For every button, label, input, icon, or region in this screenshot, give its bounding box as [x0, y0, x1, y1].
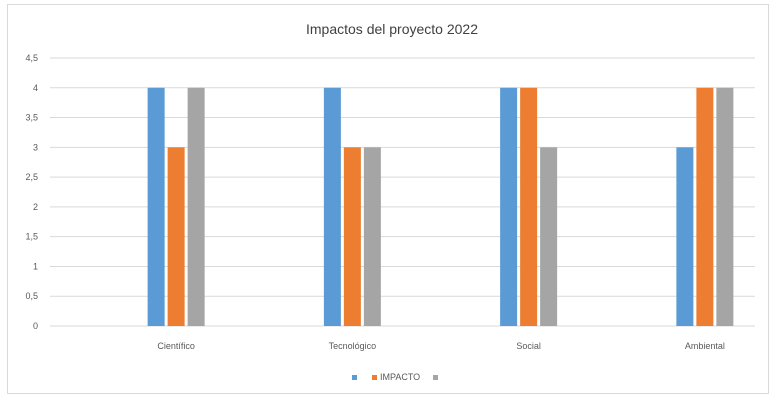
- bar-series-3: [363, 147, 381, 326]
- bar-series-1: [323, 87, 341, 327]
- y-tick-label: 4: [33, 83, 38, 93]
- x-tick-label: Ambiental: [685, 341, 725, 351]
- x-tick-label: Científico: [157, 341, 195, 351]
- chart-frame: [7, 4, 769, 394]
- bar-impacto: [343, 147, 361, 326]
- x-tick-label: Social: [516, 341, 541, 351]
- legend-swatch: [352, 375, 357, 380]
- y-tick-label: 3,5: [25, 113, 38, 123]
- y-tick-label: 1: [33, 261, 38, 271]
- bar-series-3: [716, 87, 734, 327]
- y-tick-label: 4,5: [25, 53, 38, 63]
- y-tick-label: 2: [33, 202, 38, 212]
- bar-series-3: [187, 87, 205, 327]
- bar-series-1: [500, 87, 518, 327]
- y-tick-label: 1,5: [25, 232, 38, 242]
- legend-label: IMPACTO: [380, 372, 420, 382]
- y-tick-label: 0: [33, 321, 38, 331]
- x-tick-label: Tecnológico: [329, 341, 377, 351]
- chart-title: Impactos del proyecto 2022: [306, 21, 478, 37]
- legend-swatch: [433, 375, 438, 380]
- bar-series-3: [540, 147, 558, 326]
- y-tick-label: 0,5: [25, 291, 38, 301]
- y-axis-ticks: 0 0,5 1 1,5 2 2,5 3 3,5 4 4,5: [25, 53, 38, 331]
- legend: IMPACTO: [352, 372, 438, 382]
- bars: [147, 87, 734, 327]
- bar-series-1: [147, 87, 165, 327]
- y-tick-label: 3: [33, 142, 38, 152]
- gridlines: [50, 57, 755, 327]
- bar-impacto: [696, 87, 714, 327]
- bar-impacto: [167, 147, 185, 326]
- bar-series-1: [676, 147, 694, 326]
- y-tick-label: 2,5: [25, 172, 38, 182]
- x-axis-labels: Científico Tecnológico Social Ambiental: [157, 341, 725, 351]
- legend-swatch: [372, 375, 377, 380]
- bar-impacto: [520, 87, 538, 327]
